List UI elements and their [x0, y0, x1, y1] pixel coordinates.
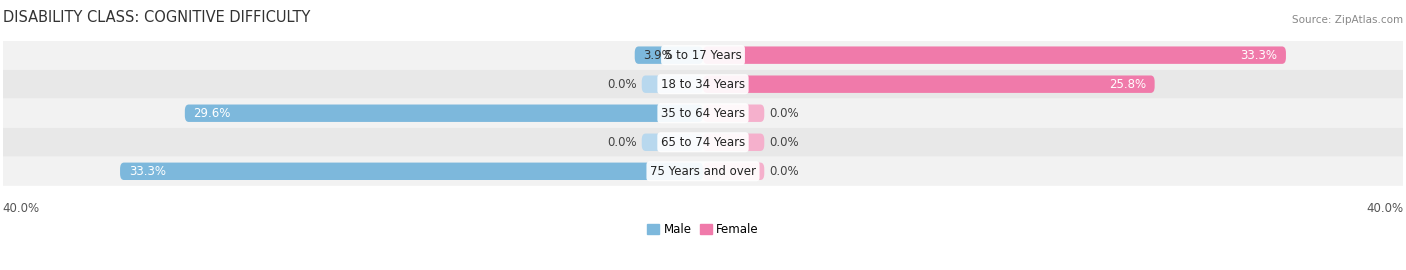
FancyBboxPatch shape	[703, 104, 765, 122]
FancyBboxPatch shape	[184, 104, 703, 122]
Text: 33.3%: 33.3%	[1240, 49, 1277, 62]
Text: 29.6%: 29.6%	[194, 107, 231, 120]
Text: 40.0%: 40.0%	[1367, 202, 1403, 215]
Text: 0.0%: 0.0%	[769, 107, 799, 120]
Text: DISABILITY CLASS: COGNITIVE DIFFICULTY: DISABILITY CLASS: COGNITIVE DIFFICULTY	[3, 10, 311, 25]
Text: 25.8%: 25.8%	[1109, 78, 1146, 91]
FancyBboxPatch shape	[641, 76, 703, 93]
FancyBboxPatch shape	[703, 163, 765, 180]
Text: Source: ZipAtlas.com: Source: ZipAtlas.com	[1292, 15, 1403, 25]
FancyBboxPatch shape	[3, 41, 1403, 70]
FancyBboxPatch shape	[3, 70, 1403, 99]
FancyBboxPatch shape	[703, 134, 765, 151]
Text: 0.0%: 0.0%	[607, 78, 637, 91]
FancyBboxPatch shape	[120, 163, 703, 180]
Text: 33.3%: 33.3%	[129, 165, 166, 178]
Legend: Male, Female: Male, Female	[643, 218, 763, 241]
FancyBboxPatch shape	[3, 157, 1403, 186]
Text: 18 to 34 Years: 18 to 34 Years	[661, 78, 745, 91]
FancyBboxPatch shape	[703, 46, 1286, 64]
FancyBboxPatch shape	[634, 46, 703, 64]
Text: 35 to 64 Years: 35 to 64 Years	[661, 107, 745, 120]
FancyBboxPatch shape	[703, 76, 1154, 93]
Text: 0.0%: 0.0%	[769, 136, 799, 149]
Text: 0.0%: 0.0%	[607, 136, 637, 149]
Text: 5 to 17 Years: 5 to 17 Years	[665, 49, 741, 62]
Text: 40.0%: 40.0%	[3, 202, 39, 215]
FancyBboxPatch shape	[3, 128, 1403, 157]
Text: 65 to 74 Years: 65 to 74 Years	[661, 136, 745, 149]
Text: 75 Years and over: 75 Years and over	[650, 165, 756, 178]
FancyBboxPatch shape	[641, 134, 703, 151]
FancyBboxPatch shape	[3, 99, 1403, 128]
Text: 3.9%: 3.9%	[644, 49, 673, 62]
Text: 0.0%: 0.0%	[769, 165, 799, 178]
